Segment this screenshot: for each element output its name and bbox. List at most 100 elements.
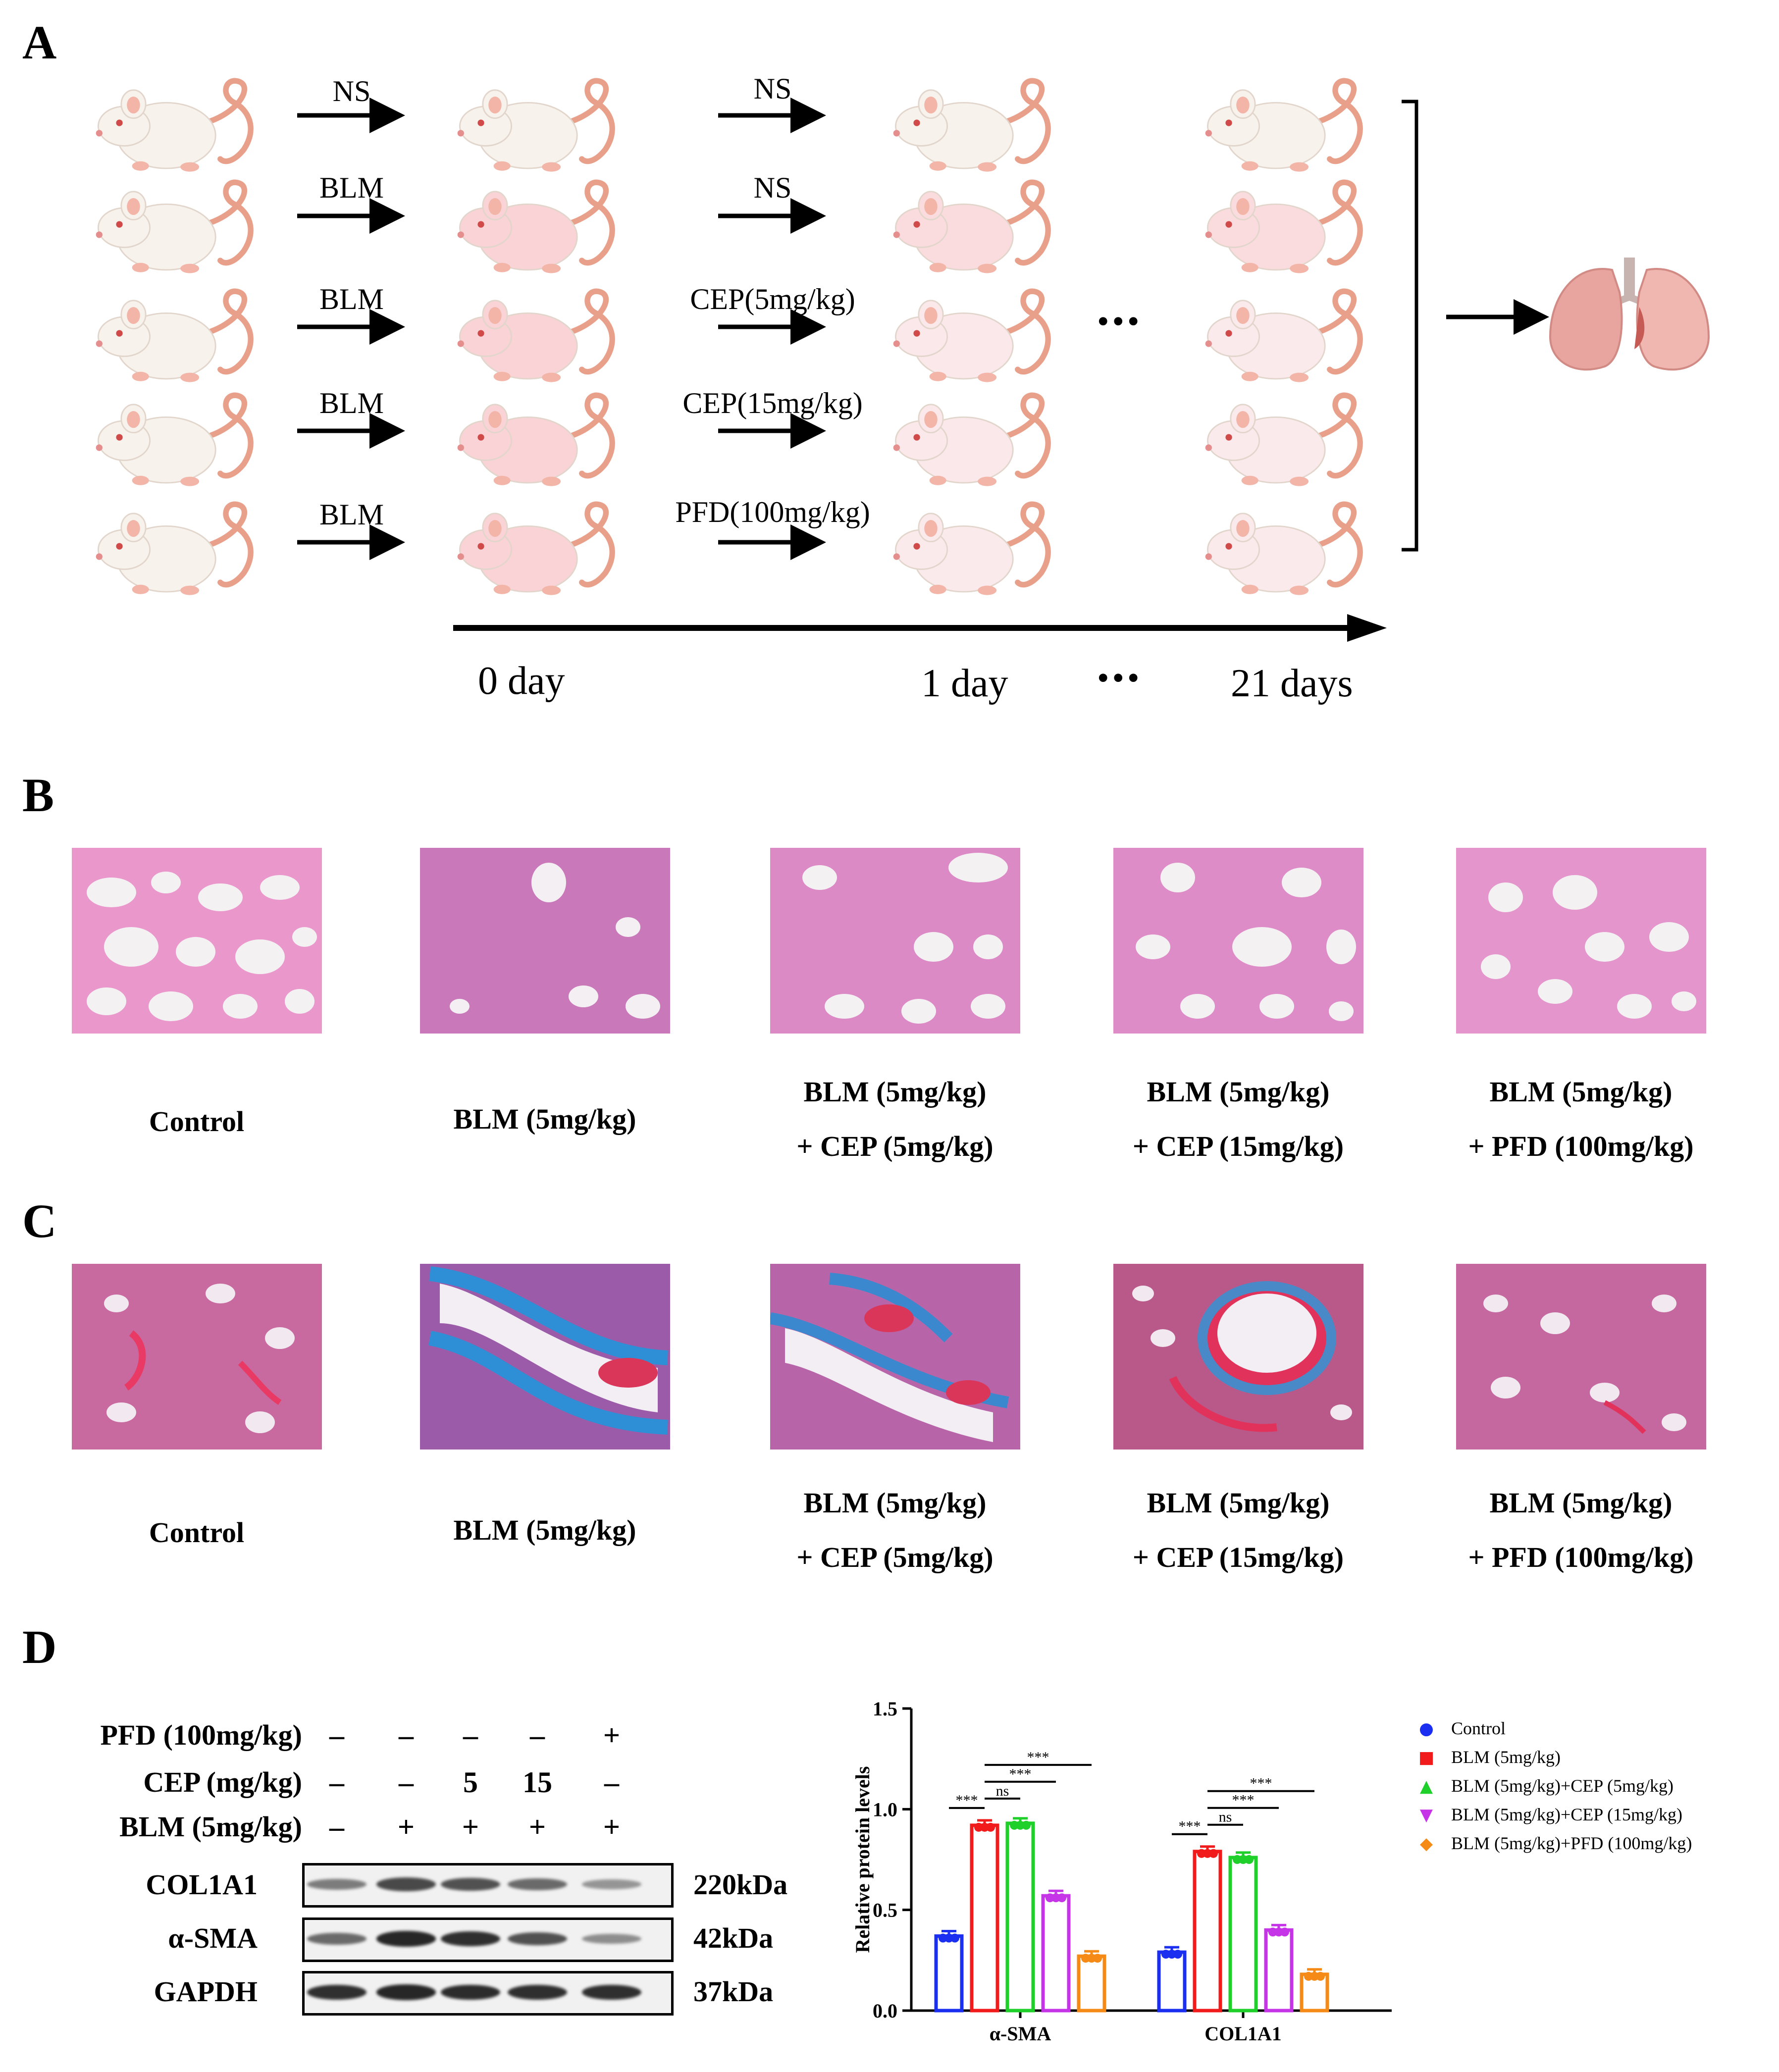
legend-label: Control (1451, 1718, 1506, 1738)
masson-image-control (72, 1264, 322, 1450)
wb-sign: – (604, 1766, 619, 1799)
significance-label: ns (996, 1783, 1009, 1799)
caption-control: Control (149, 1105, 245, 1138)
arrow-label: NS (332, 75, 371, 107)
panel-a-arrows (297, 98, 1710, 642)
x-tick-label: α-SMA (990, 2022, 1051, 2045)
wb-sign: – (329, 1811, 344, 1843)
caption-cep5: BLM (5mg/kg) + CEP (5mg/kg) (796, 1076, 994, 1162)
arrow-label: BLM (319, 171, 384, 204)
wb-band (582, 1984, 641, 2000)
significance-label: *** (1232, 1792, 1255, 1809)
caption-cep5: BLM (5mg/kg) + CEP (5mg/kg) (796, 1487, 994, 1573)
data-point (1316, 1971, 1325, 1981)
legend-marker: ▼ (1420, 1805, 1433, 1825)
wb-protein-label: COL1A1 (146, 1868, 258, 1901)
y-tick-label: 1.5 (873, 1698, 897, 1720)
x-tick-label: COL1A1 (1204, 2022, 1282, 2045)
significance-label: *** (956, 1792, 978, 1809)
wb-band (376, 1877, 436, 1891)
significance-label: *** (1009, 1766, 1032, 1782)
bar (1228, 1856, 1258, 2013)
legend-marker: ● (1419, 1719, 1434, 1739)
arrow-label: CEP(5mg/kg) (690, 283, 855, 315)
wb-sign: + (603, 1719, 621, 1752)
caption-control: Control (149, 1516, 245, 1549)
he-image-blm (420, 848, 670, 1034)
he-image-cep15 (1113, 848, 1363, 1034)
timeline-day21: 21 days (1231, 662, 1353, 705)
wb-treatment-label: BLM (5mg/kg) (119, 1811, 302, 1843)
he-image-pfd (1456, 848, 1706, 1034)
wb-band (508, 1984, 567, 2000)
panel-label-d: D (22, 1620, 57, 1673)
arrow-label: BLM (319, 498, 384, 531)
wb-treatment-label: CEP (mg/kg) (143, 1766, 302, 1798)
wb-sign: + (528, 1811, 546, 1843)
significance-label: ns (1219, 1809, 1232, 1825)
caption-pfd: BLM (5mg/kg) + PFD (100mg/kg) (1468, 1487, 1694, 1573)
legend-label: BLM (5mg/kg)+CEP (5mg/kg) (1451, 1776, 1674, 1796)
significance-label: *** (1027, 1749, 1049, 1765)
wb-kda-label: 37kDa (693, 1975, 774, 2008)
wb-protein-label: GAPDH (154, 1975, 258, 2008)
wb-sign: 5 (463, 1766, 478, 1799)
legend-marker: ■ (1418, 1748, 1434, 1767)
arrow-label: BLM (319, 283, 384, 315)
ellipsis: ••• (1097, 303, 1143, 341)
legend-marker: ◆ (1420, 1834, 1433, 1854)
panel-label-b: B (22, 769, 54, 822)
wb-band (508, 1878, 567, 1890)
arrow-label: CEP(15mg/kg) (682, 387, 863, 419)
bar-chart: 0.0 0.5 1.0 1.5 Relative protein levels α-SMA… (851, 1698, 1692, 2045)
arrow-label: PFD(100mg/kg) (675, 496, 870, 528)
data-point (986, 1822, 995, 1832)
timeline-ellipsis: ••• (1097, 659, 1143, 697)
data-point (1022, 1820, 1031, 1830)
caption-blm: BLM (5mg/kg) (453, 1103, 636, 1135)
bar (1041, 1894, 1071, 2013)
wb-kda-label: 220kDa (693, 1868, 788, 1901)
wb-sign: + (462, 1811, 479, 1843)
wb-band (376, 1931, 436, 1947)
legend-label: BLM (5mg/kg) (1451, 1747, 1561, 1767)
wb-band (508, 1932, 567, 1946)
wb-sign: 15 (523, 1766, 552, 1799)
legend-label: BLM (5mg/kg)+CEP (15mg/kg) (1451, 1805, 1682, 1824)
legend-marker: ▲ (1420, 1776, 1433, 1796)
wb-sign: + (397, 1811, 415, 1843)
data-point (1173, 1950, 1182, 1959)
arrow-label: BLM (319, 387, 384, 419)
legend-label: BLM (5mg/kg)+PFD (100mg/kg) (1451, 1833, 1692, 1853)
panel-label-a: A (22, 16, 57, 69)
wb-band (307, 1933, 366, 1945)
wb-sign: – (329, 1719, 344, 1752)
masson-image-blm (420, 1264, 670, 1450)
wb-sign: – (399, 1766, 414, 1799)
data-point (1280, 1927, 1289, 1937)
y-tick-label: 0.0 (873, 2000, 897, 2022)
bar (970, 1823, 999, 2013)
wb-protein-label: α-SMA (168, 1922, 258, 1954)
wb-sign: – (399, 1719, 414, 1752)
data-point (950, 1933, 959, 1943)
bar (1193, 1850, 1222, 2013)
timeline-day0: 0 day (478, 659, 565, 703)
significance-label: *** (1179, 1818, 1201, 1835)
arrow-label: NS (753, 72, 792, 105)
bar (934, 1934, 964, 2013)
bar (1157, 1950, 1187, 2013)
wb-treatment-label: PFD (100mg/kg) (100, 1719, 302, 1751)
caption-cep15: BLM (5mg/kg) + CEP (15mg/kg) (1132, 1076, 1344, 1162)
caption-pfd: BLM (5mg/kg) + PFD (100mg/kg) (1468, 1076, 1694, 1162)
wb-band (376, 1984, 436, 2000)
data-point (1245, 1855, 1254, 1864)
wb-sign: – (530, 1719, 545, 1752)
wb-band (441, 1877, 500, 1891)
wb-band (441, 1984, 500, 2000)
wb-band (441, 1931, 500, 1947)
y-axis-label: Relative protein levels (851, 1766, 874, 1953)
bar (1264, 1928, 1294, 2013)
significance-label: *** (1250, 1775, 1272, 1792)
panel-label-c: C (22, 1194, 57, 1247)
